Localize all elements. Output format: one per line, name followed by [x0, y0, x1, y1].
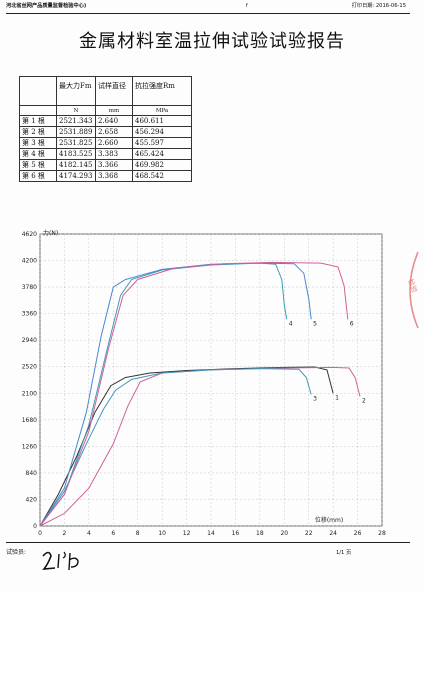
table-cell: 460.611 — [132, 115, 192, 127]
table-row: 第 6 根 4174.293 3.368 468.542 — [19, 170, 192, 182]
table-cell: 455.597 — [132, 137, 192, 149]
series-label-2: 2 — [362, 397, 366, 404]
series-line-3 — [39, 368, 312, 527]
report-title: 金属材料室温拉伸试验试验报告 — [79, 31, 345, 52]
table-cell: 3.368 — [95, 170, 133, 182]
x-tick-label: 4 — [87, 530, 91, 537]
header-divider — [6, 13, 410, 14]
svg-text:检验: 检验 — [406, 278, 419, 294]
table-cell: 2.640 — [95, 115, 133, 127]
table-cell: 469.982 — [132, 159, 192, 171]
report-page: 河北省丝网产品质量监督检验中心) f 打印日期: 2016-06-15 金属材料… — [6, 2, 420, 571]
table-unit-cell — [19, 105, 57, 116]
table-cell: 2.658 — [95, 126, 133, 138]
x-tick-label: 10 — [158, 530, 166, 537]
force-displacement-chart: 0420840126016802100252029403360378042004… — [22, 229, 386, 537]
table-cell: 456.294 — [132, 126, 192, 138]
y-tick-label: 2520 — [22, 364, 37, 371]
y-tick-label: 2940 — [22, 337, 37, 344]
x-tick-label: 28 — [378, 530, 386, 537]
y-tick-label: 3780 — [22, 284, 37, 291]
table-header-cell: 最大力Fm — [56, 76, 96, 106]
x-tick-label: 24 — [329, 530, 337, 537]
y-axis-label: 力(N) — [43, 229, 58, 237]
y-tick-label: 3360 — [22, 311, 37, 318]
header-mark: f — [246, 3, 248, 9]
series-label-5: 5 — [313, 320, 317, 327]
table-cell: 第 1 根 — [19, 115, 57, 127]
tester-signature — [42, 551, 79, 571]
table-cell: 2531.825 — [56, 137, 96, 149]
print-date-label: 打印日期: — [351, 3, 375, 9]
x-tick-label: 8 — [136, 530, 140, 537]
tester-label: 试验员: — [6, 549, 27, 556]
results-table: 最大力Fm 试样直径 抗拉强度Rm N mm MPa 第 1 根 2521.34… — [19, 76, 192, 182]
table-unit-cell: N — [56, 105, 96, 116]
series-line-1 — [39, 366, 334, 527]
table-cell: 2521.343 — [56, 115, 96, 127]
series-line-6 — [39, 261, 349, 527]
table-cell: 第 2 根 — [19, 126, 57, 138]
table-cell: 4183.525 — [56, 148, 96, 160]
series-label-3: 3 — [313, 396, 317, 403]
x-tick-label: 18 — [256, 530, 264, 537]
series-label-6: 6 — [350, 320, 354, 327]
table-row: 第 3 根 2531.825 2.660 455.597 — [19, 137, 192, 149]
table-cell: 4174.293 — [56, 170, 96, 182]
x-axis-label: 位移(mm) — [315, 516, 343, 524]
red-stamp: 检验 — [406, 251, 419, 329]
table-cell: 4182.145 — [56, 159, 96, 171]
table-cell: 第 4 根 — [19, 148, 57, 160]
footer-divider — [6, 542, 410, 543]
table-header-row: 最大力Fm 试样直径 抗拉强度Rm — [19, 76, 192, 106]
table-unit-cell: MPa — [132, 105, 192, 116]
table-cell: 3.366 — [95, 159, 133, 171]
series-line-5 — [39, 262, 312, 527]
x-tick-label: 20 — [280, 530, 288, 537]
table-header-cell: 抗拉强度Rm — [132, 76, 192, 106]
x-tick-label: 26 — [354, 530, 362, 537]
table-cell: 465.424 — [132, 148, 192, 160]
series-label-1: 1 — [335, 394, 339, 401]
x-tick-label: 12 — [183, 530, 191, 537]
x-tick-label: 14 — [207, 530, 215, 537]
table-unit-cell: mm — [95, 105, 133, 116]
series-line-4 — [39, 262, 288, 527]
series-label-4: 4 — [289, 320, 293, 327]
y-tick-label: 420 — [26, 496, 38, 503]
y-tick-label: 2100 — [22, 390, 37, 397]
x-tick-label: 2 — [63, 530, 67, 537]
table-header-cell: 试样直径 — [95, 76, 133, 106]
y-tick-label: 4620 — [22, 231, 37, 238]
table-cell: 2.660 — [95, 137, 133, 149]
y-tick-label: 1680 — [22, 417, 37, 424]
header-org: 河北省丝网产品质量监督检验中心) — [6, 3, 87, 9]
y-tick-label: 4200 — [22, 258, 37, 265]
table-cell: 468.542 — [132, 170, 192, 182]
table-row: 第 1 根 2521.343 2.640 460.611 — [19, 115, 192, 127]
y-tick-label: 0 — [33, 523, 37, 530]
table-cell: 第 5 根 — [19, 159, 57, 171]
table-row: 第 5 根 4182.145 3.366 469.982 — [19, 159, 192, 171]
table-cell: 2531.889 — [56, 126, 96, 138]
y-tick-label: 840 — [26, 470, 38, 477]
table-cell: 第 3 根 — [19, 137, 57, 149]
header-print-date: 打印日期: 2016-06-15 — [352, 2, 406, 9]
page-number: 1/1 页 — [336, 550, 352, 556]
x-tick-label: 22 — [305, 530, 313, 537]
table-header-cell — [19, 76, 57, 106]
series-line-2 — [39, 366, 361, 527]
x-tick-label: 16 — [232, 530, 240, 537]
table-cell: 3.383 — [95, 148, 133, 160]
x-tick-label: 6 — [111, 530, 115, 537]
table-unit-row: N mm MPa — [19, 105, 192, 116]
y-tick-label: 1260 — [22, 443, 37, 450]
table-row: 第 2 根 2531.889 2.658 456.294 — [19, 126, 192, 138]
x-tick-label: 0 — [38, 530, 42, 537]
print-date-value: 2016-06-15 — [375, 3, 406, 9]
table-cell: 第 6 根 — [19, 170, 57, 182]
table-row: 第 4 根 4183.525 3.383 465.424 — [19, 148, 192, 160]
